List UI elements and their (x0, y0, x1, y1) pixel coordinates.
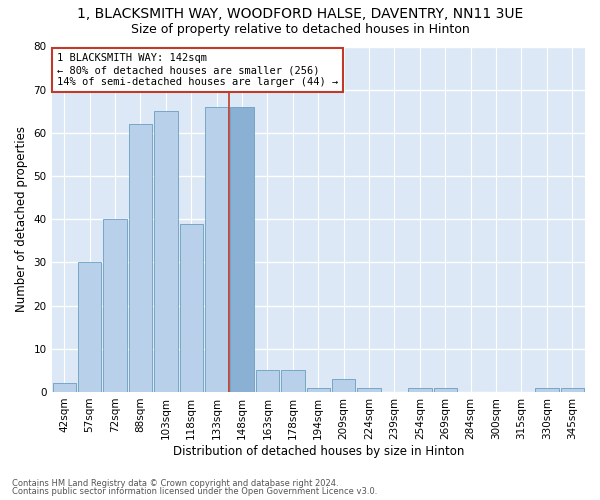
Bar (53, 384, 76, 392)
Text: 1 BLACKSMITH WAY: 142sqm
← 80% of detached houses are smaller (256)
14% of semi-: 1 BLACKSMITH WAY: 142sqm ← 80% of detach… (57, 54, 338, 86)
Bar (129, 124, 152, 392)
Bar (103, 219, 127, 392)
Bar (179, 224, 203, 392)
Bar (154, 112, 178, 392)
Text: Size of property relative to detached houses in Hinton: Size of property relative to detached ho… (131, 22, 469, 36)
Bar (256, 370, 279, 392)
Bar (230, 107, 254, 392)
Bar (307, 388, 330, 392)
Bar (332, 379, 355, 392)
Y-axis label: Number of detached properties: Number of detached properties (15, 126, 28, 312)
Bar (408, 388, 431, 392)
Bar (535, 388, 559, 392)
Text: 1, BLACKSMITH WAY, WOODFORD HALSE, DAVENTRY, NN11 3UE: 1, BLACKSMITH WAY, WOODFORD HALSE, DAVEN… (77, 8, 523, 22)
Bar (281, 370, 305, 392)
Text: Contains HM Land Registry data © Crown copyright and database right 2024.: Contains HM Land Registry data © Crown c… (12, 478, 338, 488)
Text: Contains public sector information licensed under the Open Government Licence v3: Contains public sector information licen… (12, 487, 377, 496)
X-axis label: Distribution of detached houses by size in Hinton: Distribution of detached houses by size … (173, 444, 464, 458)
Bar (560, 388, 584, 392)
Bar (205, 107, 229, 392)
Bar (434, 388, 457, 392)
Bar (78, 262, 101, 392)
Bar (358, 388, 381, 392)
